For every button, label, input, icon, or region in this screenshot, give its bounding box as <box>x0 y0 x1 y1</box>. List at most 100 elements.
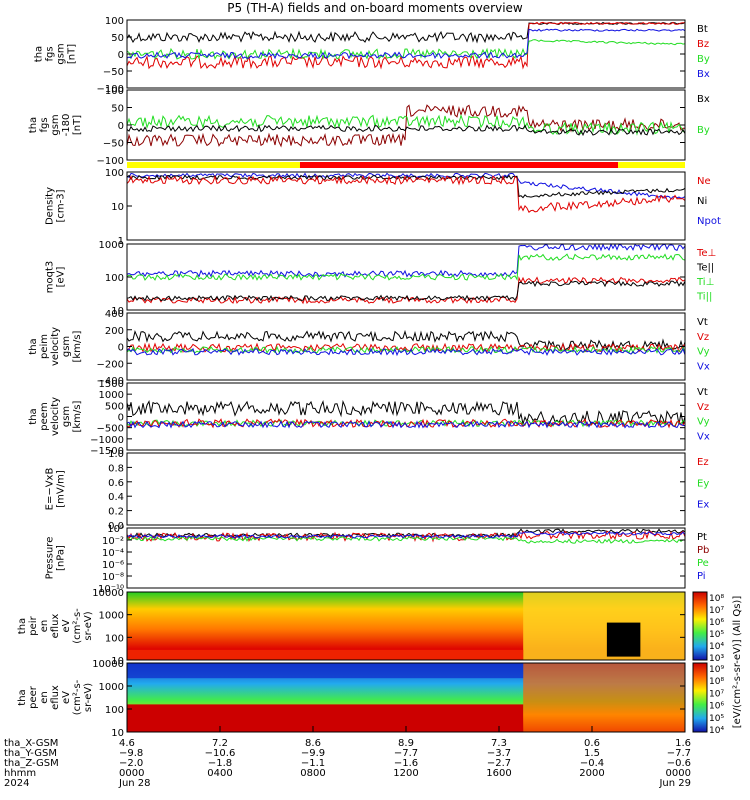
x-tick-label: 0800 <box>300 768 325 779</box>
y-tick-label: 400 <box>105 309 124 320</box>
y-tick-label: −1000 <box>90 435 124 446</box>
series-line <box>126 174 686 213</box>
panel-7 <box>126 452 686 526</box>
y-tick-label: 10⁻⁸ <box>102 572 124 583</box>
x-tick-label: 0000 <box>666 768 691 779</box>
colorbar-tick-label: 10⁷ <box>709 689 724 699</box>
y-axis-label: tha <box>34 46 45 62</box>
colorbar <box>692 662 708 733</box>
y-axis-label: eV <box>61 691 72 704</box>
y-tick-label: 10⁻⁶ <box>102 560 124 571</box>
x-tick-label: Jun 29 <box>658 778 691 789</box>
panel-border <box>126 19 686 89</box>
series-line <box>126 280 686 302</box>
y-tick-label: −100 <box>97 84 124 95</box>
heatmap-low-band <box>127 649 524 660</box>
y-tick-label: −200 <box>97 359 124 370</box>
y-tick-label: 10 <box>111 656 124 667</box>
y-tick-label: 0 <box>118 121 124 132</box>
x-tick-label: −0.6 <box>667 758 691 769</box>
legend-entry: Bx <box>697 69 710 80</box>
y-tick-label: 10 <box>111 728 124 739</box>
legend-entry: Bz <box>697 39 709 50</box>
heatmap-dropout <box>606 622 641 657</box>
legend-entry: Ey <box>697 478 709 489</box>
y-axis-label: (cm²-s- <box>72 608 83 644</box>
y-tick-label: −50 <box>103 139 124 150</box>
colorbar-tick-label: 10⁹ <box>709 665 724 675</box>
y-axis-label: moqt3 <box>45 261 56 294</box>
series-line <box>126 21 685 70</box>
y-tick-label: 100 <box>105 705 124 716</box>
y-tick-label: 50 <box>111 33 124 44</box>
x-tick-label: 0000 <box>119 768 144 779</box>
legend-entry: Ex <box>697 500 709 511</box>
y-axis-label: sr-eV) <box>83 683 94 712</box>
panel-frame <box>127 20 685 88</box>
y-tick-label: 10000 <box>92 588 124 599</box>
panel-8 <box>126 527 686 589</box>
y-axis-label: E=−VxB <box>45 468 56 511</box>
x-tick-label: −9.8 <box>119 748 143 759</box>
y-tick-label: 1 <box>118 236 124 247</box>
y-axis-label: fgs <box>45 46 56 61</box>
y-axis-label: eflux <box>50 614 61 639</box>
legend-entry: By <box>697 54 710 65</box>
y-tick-label: 0 <box>118 413 124 424</box>
y-tick-label: 0.6 <box>108 478 124 489</box>
y-axis-label: gsm <box>56 43 67 64</box>
y-tick-label: 200 <box>105 326 124 337</box>
series-line <box>126 172 686 200</box>
legend-entry: Pt <box>697 532 707 543</box>
heatmap-low-band <box>127 704 524 732</box>
y-tick-label: 500 <box>105 401 124 412</box>
series-line <box>126 253 686 282</box>
y-tick-label: 1000 <box>99 240 124 251</box>
y-axis-label: [km/s] <box>72 330 83 362</box>
x-tick-label: 1200 <box>393 768 418 779</box>
series-line <box>126 342 686 354</box>
legend-entry: Vt <box>697 387 708 398</box>
colorbar-tick-label: 10⁶ <box>709 618 724 628</box>
legend-entry: Te|| <box>696 263 714 274</box>
y-axis-label: [eV] <box>56 267 67 288</box>
heatmap-high-band <box>127 663 524 679</box>
colorbar-tick-label: 10⁷ <box>709 606 724 616</box>
panel-9 <box>126 591 708 661</box>
y-tick-label: 0 <box>118 50 124 61</box>
legend-entry: Ni <box>697 196 707 207</box>
series-line <box>126 399 686 426</box>
y-axis-label: tha <box>28 117 39 133</box>
y-axis-label: [nT] <box>72 115 83 135</box>
x-tick-label: 1.6 <box>675 738 691 749</box>
y-tick-label: 10⁻² <box>102 536 124 547</box>
panel-border <box>126 527 686 589</box>
panel-10 <box>126 662 708 733</box>
y-tick-label: −100 <box>97 156 124 167</box>
y-tick-label: 50 <box>111 104 124 115</box>
legend-entry: Vy <box>697 417 710 428</box>
x-row-label: hhmm <box>4 768 36 779</box>
panel-1 <box>126 19 686 89</box>
heatmap-region <box>523 592 685 660</box>
y-tick-label: 100 <box>105 633 124 644</box>
y-axis-label: [cm-3] <box>56 189 67 222</box>
legend-entry: Ti⊥ <box>696 277 714 288</box>
series-line <box>126 104 686 148</box>
series-line <box>126 345 686 355</box>
y-axis-label: [nT] <box>67 44 78 64</box>
colorbar-tick-label: 10⁵ <box>709 714 724 724</box>
y-tick-label: 10 <box>111 306 124 317</box>
y-tick-label: 1000 <box>99 390 124 401</box>
series-line <box>126 530 686 543</box>
legend-entry: Npot <box>697 216 721 227</box>
y-tick-label: 1500 <box>99 379 124 390</box>
x-axis <box>126 726 686 732</box>
mode-bar <box>127 162 685 168</box>
x-tick-label: −7.7 <box>667 748 691 759</box>
y-tick-label: 1000 <box>99 682 124 693</box>
series-line <box>126 113 686 136</box>
legend-entry: Ti|| <box>696 292 712 303</box>
